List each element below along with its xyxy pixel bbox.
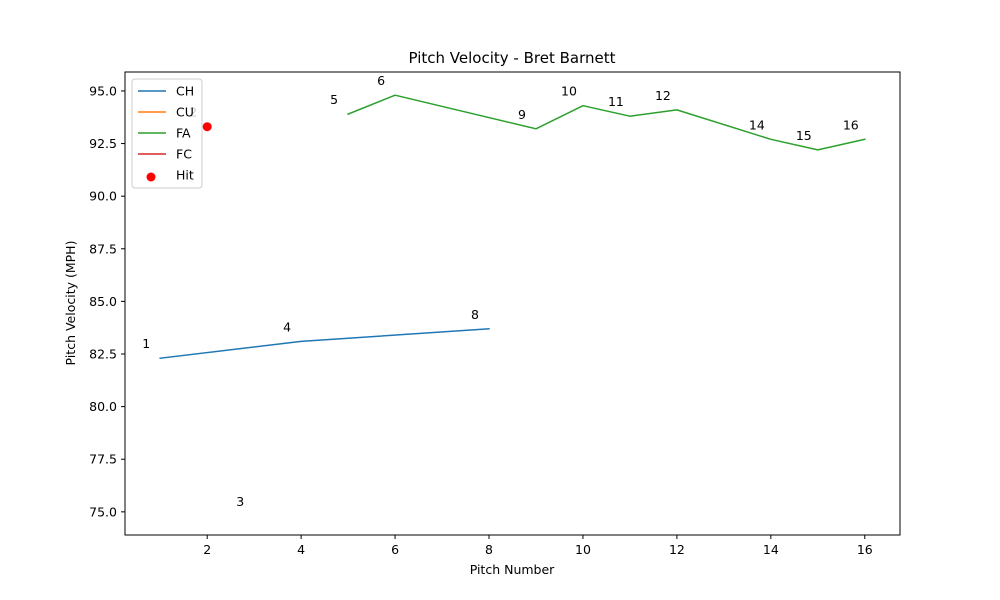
x-tick-label: 10 — [575, 542, 591, 557]
hit-marker-1 — [202, 122, 212, 132]
x-tick-label: 6 — [391, 542, 399, 557]
legend: CH CU FA FC Hit — [131, 78, 203, 189]
pitch-number-label: 3 — [236, 494, 244, 509]
pitch-number-label: 10 — [561, 84, 577, 99]
legend-swatch-hit — [146, 172, 156, 182]
legend-label-hit: Hit — [176, 168, 194, 183]
y-tick-label: 90.0 — [89, 189, 117, 204]
y-tick-label: 95.0 — [89, 83, 117, 98]
pitch-number-label: 16 — [843, 117, 859, 132]
legend-box — [131, 78, 203, 189]
x-tick-label: 14 — [763, 542, 779, 557]
x-tick-label: 4 — [297, 542, 305, 557]
pitch-number-label: 15 — [796, 128, 812, 143]
legend-label-ch: CH — [176, 84, 194, 99]
y-tick-label: 85.0 — [89, 294, 117, 309]
pitch-number-label: 12 — [655, 88, 671, 103]
y-tick-label: 75.0 — [89, 504, 117, 519]
chart-title: Pitch Velocity - Bret Barnett — [409, 49, 616, 67]
pitch-number-label: 4 — [283, 319, 291, 334]
x-axis-label: Pitch Number — [470, 562, 555, 577]
y-tick-label: 82.5 — [89, 347, 117, 362]
plot-area: 1234568910111214151624681012141675.077.5… — [89, 71, 901, 557]
pitch-number-label: 11 — [608, 94, 624, 109]
x-tick-label: 2 — [203, 542, 211, 557]
series-line-fa — [347, 94, 866, 151]
pitch-number-label: 9 — [518, 107, 526, 122]
pitch-number-label: 14 — [749, 117, 765, 132]
axes-frame — [124, 71, 901, 536]
pitch-number-label: 5 — [330, 92, 338, 107]
pitch-number-label: 1 — [142, 336, 150, 351]
x-tick-label: 16 — [857, 542, 873, 557]
y-axis-label: Pitch Velocity (MPH) — [63, 241, 78, 366]
legend-label-cu: CU — [176, 105, 194, 120]
legend-label-fa: FA — [176, 126, 191, 141]
x-tick-label: 12 — [669, 542, 685, 557]
y-tick-label: 77.5 — [89, 452, 117, 467]
pitch-number-label: 8 — [471, 307, 479, 322]
legend-label-fc: FC — [176, 147, 192, 162]
series-line-ch — [159, 328, 490, 360]
x-tick-label: 8 — [485, 542, 493, 557]
y-tick-label: 87.5 — [89, 241, 117, 256]
y-tick-label: 80.0 — [89, 399, 117, 414]
pitch-number-label: 6 — [377, 73, 385, 88]
y-tick-label: 92.5 — [89, 136, 117, 151]
